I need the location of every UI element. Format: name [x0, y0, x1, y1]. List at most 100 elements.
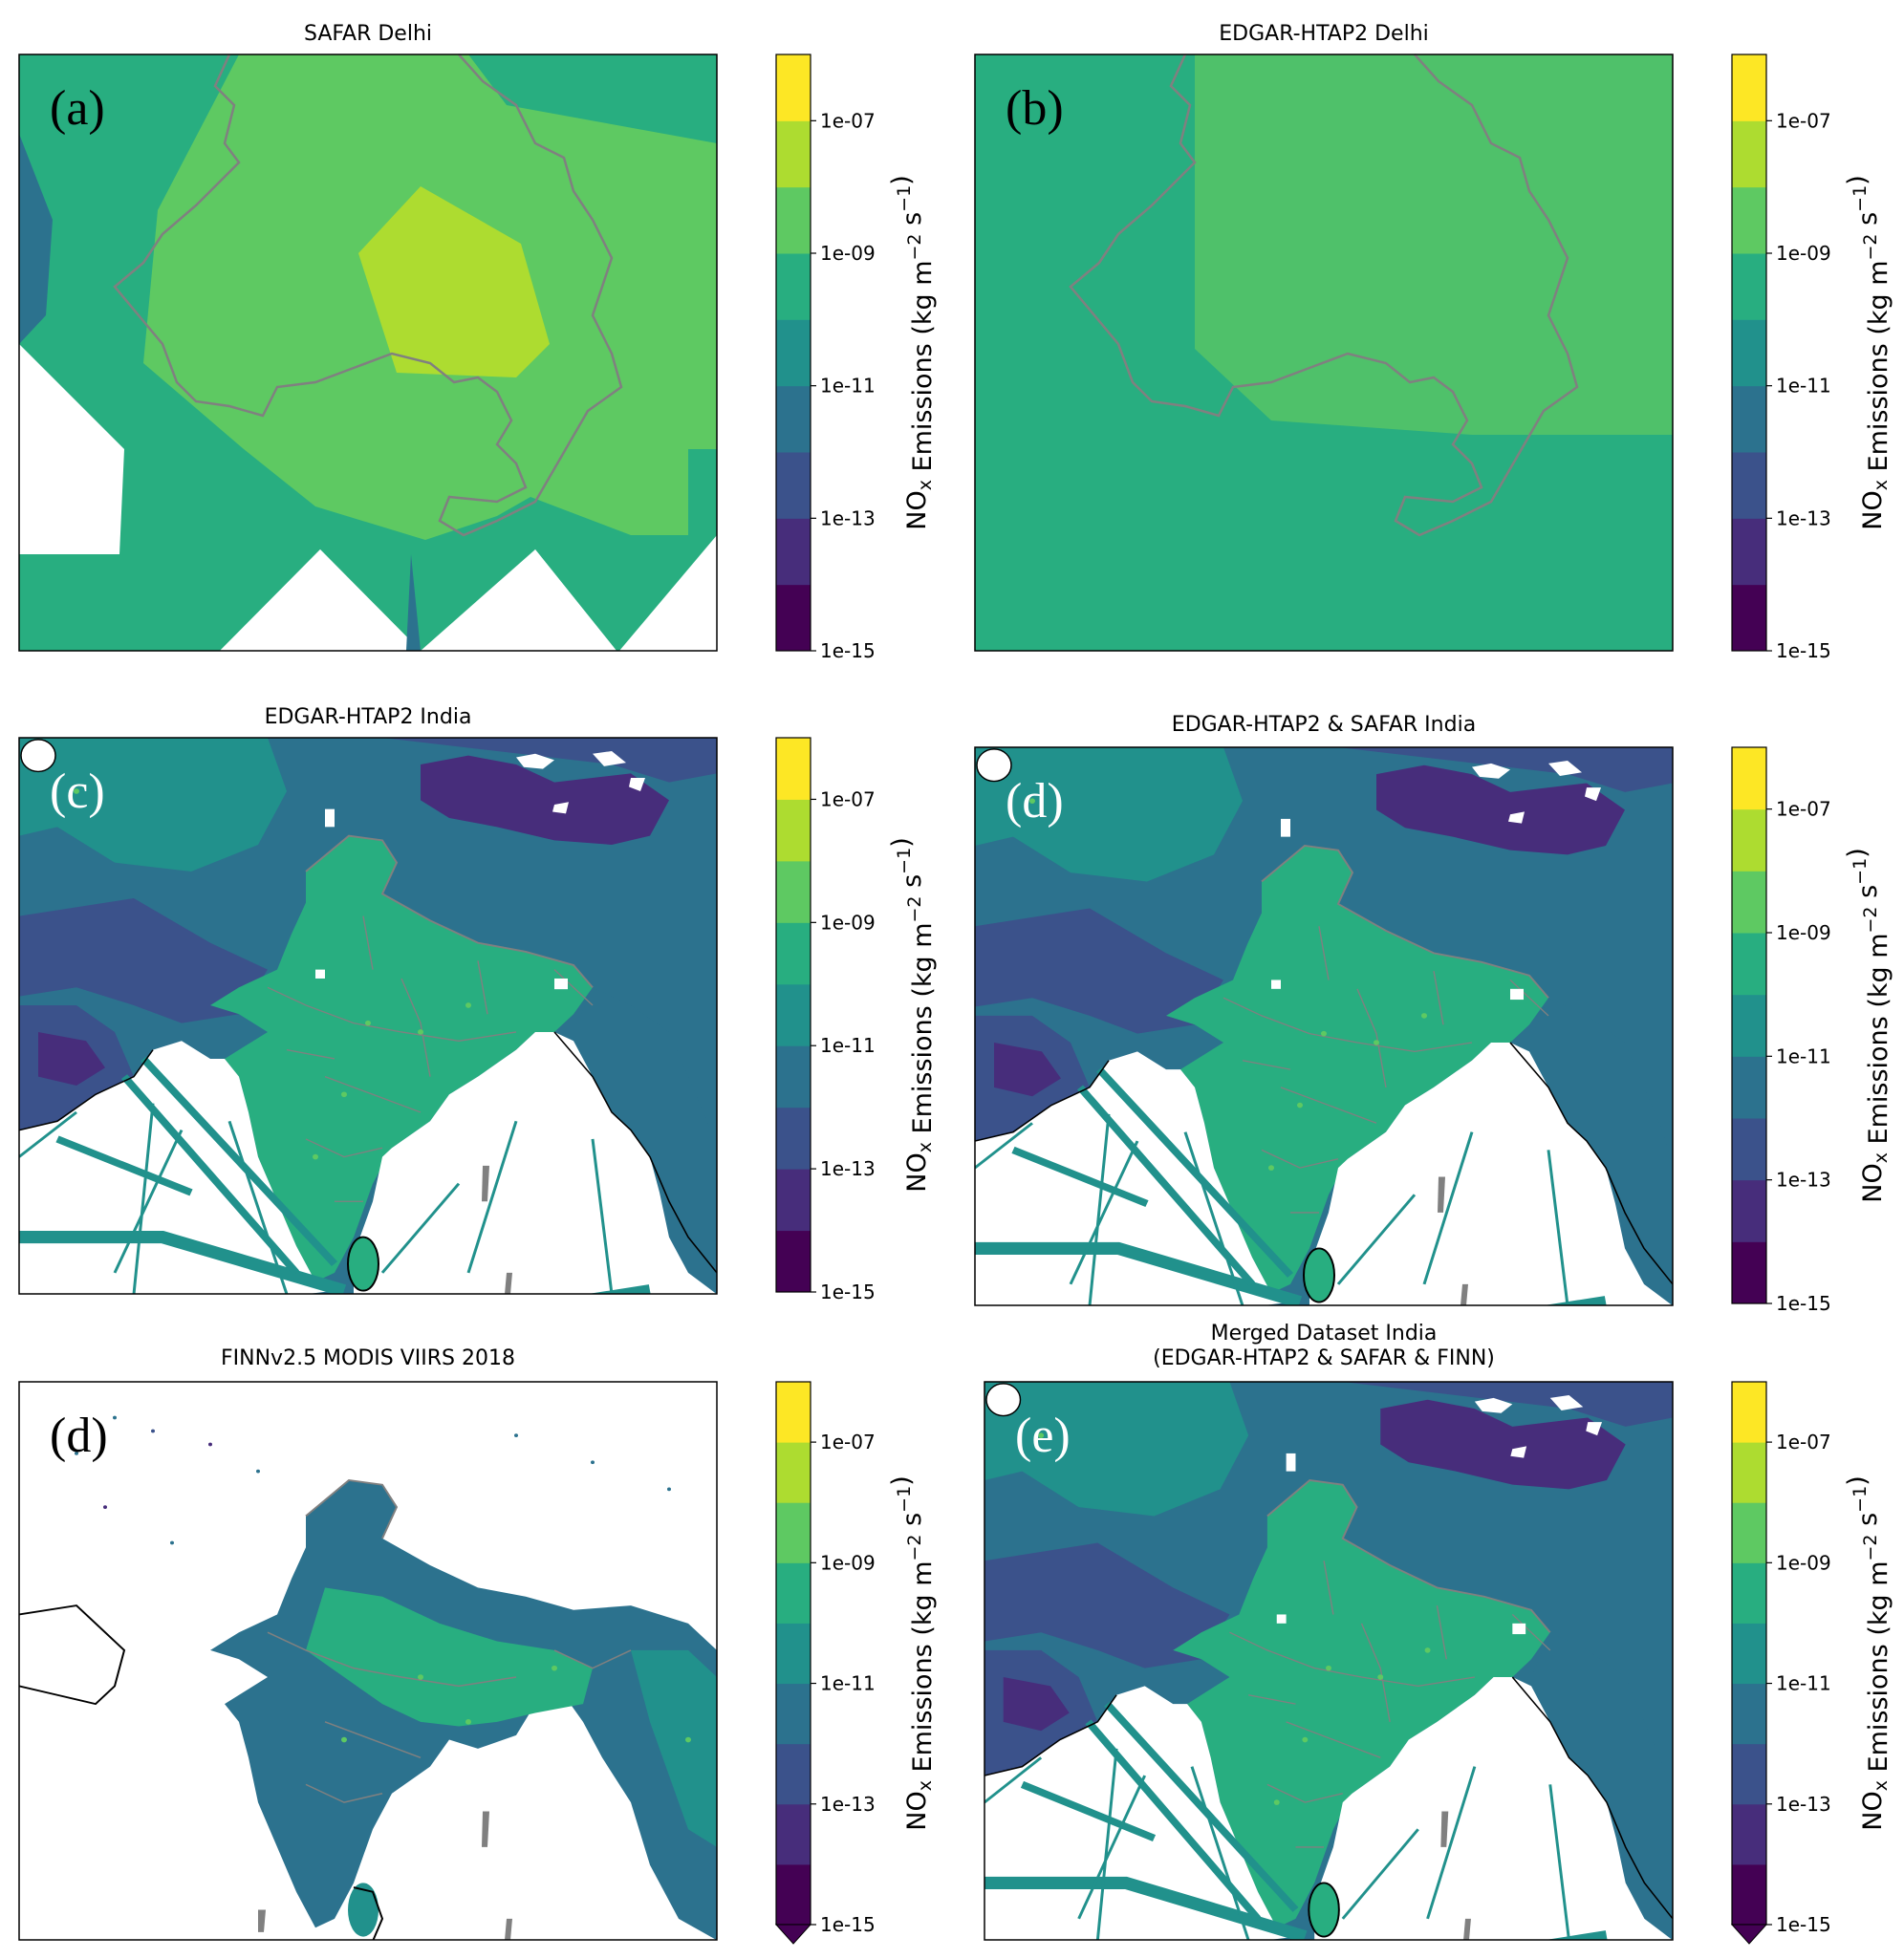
colorbar-segment [1732, 1382, 1766, 1443]
colorbar-segment [1732, 1118, 1766, 1181]
map-c [19, 738, 717, 1308]
colorbar-e: 1e-07 1e-09 1e-11 1e-13 1e-15 NOx Emissions (… [1730, 1381, 1893, 1945]
panel-c-letter: (c) [50, 764, 105, 819]
india-map-e [984, 1382, 1673, 1954]
colorbar-tick-label: 1e-13 [1776, 1793, 1831, 1816]
colorbar-segment [776, 1683, 811, 1745]
colorbar-tick-label: 1e-15 [820, 1913, 876, 1936]
colorbar-tick-label: 1e-09 [820, 911, 876, 934]
colorbar-tick-label: 1e-13 [820, 1793, 876, 1816]
colorbar-segment [1732, 1623, 1766, 1685]
panel-c: EDGAR-HTAP2 India (c) [18, 705, 718, 1308]
colorbar-tick-label: 1e-11 [1776, 1672, 1831, 1695]
colorbar-tick-label: 1e-15 [820, 639, 876, 662]
colorbar-segment [1732, 1743, 1766, 1805]
colorbar-segment [776, 1743, 811, 1805]
colorbar-segment [1732, 1683, 1766, 1745]
colorbar-segment [1732, 1562, 1766, 1624]
colorbar-segment [776, 186, 811, 254]
colorbar-segment [776, 518, 811, 586]
colorbar-segment [776, 385, 811, 453]
delhi-boundary-b [1069, 54, 1579, 537]
safar-inner-contour [358, 186, 550, 377]
colorbar-segment [1732, 1179, 1766, 1242]
colorbar-segment [1732, 1056, 1766, 1119]
colorbar-segment [1732, 54, 1766, 121]
panel-e-title-line2: (EDGAR-HTAP2 & SAFAR & FINN) [1153, 1346, 1495, 1370]
colorbar-label: NOx Emissions (kg m−2 s−1) [1843, 848, 1893, 1203]
colorbar-extend-arrow [774, 1924, 812, 1945]
colorbar-tick-label: 1e-13 [1776, 1169, 1831, 1192]
colorbar-segment [776, 1230, 811, 1293]
colorbar-segment [1732, 253, 1766, 320]
colorbar-segment [776, 1442, 811, 1503]
colorbar-label: NOx Emissions (kg m−2 s−1) [887, 837, 938, 1193]
colorbar-tick-label: 1e-07 [1776, 109, 1831, 132]
panel-e-title-line1: Merged Dataset India [1211, 1322, 1438, 1345]
colorbar-segment [1732, 186, 1766, 254]
map-e [984, 1382, 1673, 1954]
colorbar-label: NOx Emissions (kg m−2 s−1) [1843, 1475, 1893, 1831]
colorbar-tick-label: 1e-09 [1776, 1551, 1831, 1574]
colorbar-segment [1732, 1502, 1766, 1563]
colorbar-segment [776, 319, 811, 387]
colorbar-c: 1e-07 1e-09 1e-11 1e-13 1e-15 NOx Emissions (… [775, 737, 938, 1303]
map-d1 [975, 747, 1673, 1320]
colorbar-segment [1732, 933, 1766, 996]
colorbar-b: 1e-07 1e-09 1e-11 1e-13 1e-15 NOx Emissions (… [1731, 54, 1893, 662]
colorbar-tick-label: 1e-09 [1776, 921, 1831, 944]
colorbar-tick-label: 1e-11 [820, 1034, 876, 1057]
colorbar-tick-label: 1e-07 [1776, 1431, 1831, 1453]
india-map-d1 [975, 747, 1673, 1320]
colorbar-d1: 1e-07 1e-09 1e-11 1e-13 1e-15 NOx Emissions (… [1731, 746, 1893, 1315]
colorbar-segment [1732, 808, 1766, 872]
colorbar-segment [776, 584, 811, 652]
colorbar-segment [1732, 319, 1766, 387]
colorbar-tick-label: 1e-09 [820, 242, 876, 265]
panel-d2-letter: (d) [50, 1409, 108, 1463]
colorbar-segment [776, 1623, 811, 1685]
panel-d1: EDGAR-HTAP2 & SAFAR India (d) [974, 713, 1674, 1320]
map-b [975, 54, 1673, 651]
colorbars: 1e-07 1e-09 1e-11 1e-13 1e-15 NOx Emissions (… [774, 54, 1893, 1945]
colorbar-segment [776, 1562, 811, 1624]
colorbar-segment [776, 54, 811, 121]
colorbar-segment [776, 1169, 811, 1232]
colorbar-segment [1732, 1803, 1766, 1865]
panel-c-title: EDGAR-HTAP2 India [265, 705, 472, 729]
colorbar-segment [776, 1803, 811, 1865]
panel-a-letter: (a) [50, 81, 105, 136]
colorbar-segment [1732, 452, 1766, 519]
panel-a-title: SAFAR Delhi [304, 22, 432, 46]
colorbar-segment [776, 253, 811, 320]
colorbar-segment [1732, 584, 1766, 652]
colorbar-segment [1732, 747, 1766, 810]
colorbar-tick-label: 1e-07 [1776, 798, 1831, 821]
colorbar-tick-label: 1e-15 [820, 1281, 876, 1303]
panel-b-letter: (b) [1006, 81, 1064, 136]
colorbar-tick-label: 1e-11 [1776, 1044, 1831, 1067]
colorbar-tick-label: 1e-11 [1776, 375, 1831, 398]
colorbar-segment [776, 860, 811, 923]
delhi-boundary-a [113, 54, 623, 537]
edgar-cell-high [1195, 54, 1673, 435]
colorbar-segment [1732, 1241, 1766, 1304]
colorbar-segment [776, 1382, 811, 1443]
colorbar-label: NOx Emissions (kg m−2 s−1) [887, 175, 938, 530]
colorbar-tick-label: 1e-11 [820, 375, 876, 398]
panel-e: Merged Dataset India (EDGAR-HTAP2 & SAFA… [984, 1322, 1674, 1954]
colorbar-extend-arrow [1730, 1924, 1768, 1945]
colorbar-segment [776, 738, 811, 800]
colorbar-segment [776, 983, 811, 1046]
colorbar-segment [1732, 120, 1766, 188]
colorbar-tick-label: 1e-07 [820, 109, 876, 132]
colorbar-segment [776, 1107, 811, 1170]
map-a [19, 54, 717, 651]
colorbar-tick-label: 1e-15 [1776, 1292, 1831, 1315]
panel-e-letter: (e) [1015, 1409, 1071, 1463]
map-d2 [19, 1382, 717, 1940]
colorbar-tick-label: 1e-15 [1776, 1913, 1831, 1936]
colorbar-segment [1732, 385, 1766, 453]
colorbar-tick-label: 1e-07 [820, 1431, 876, 1453]
